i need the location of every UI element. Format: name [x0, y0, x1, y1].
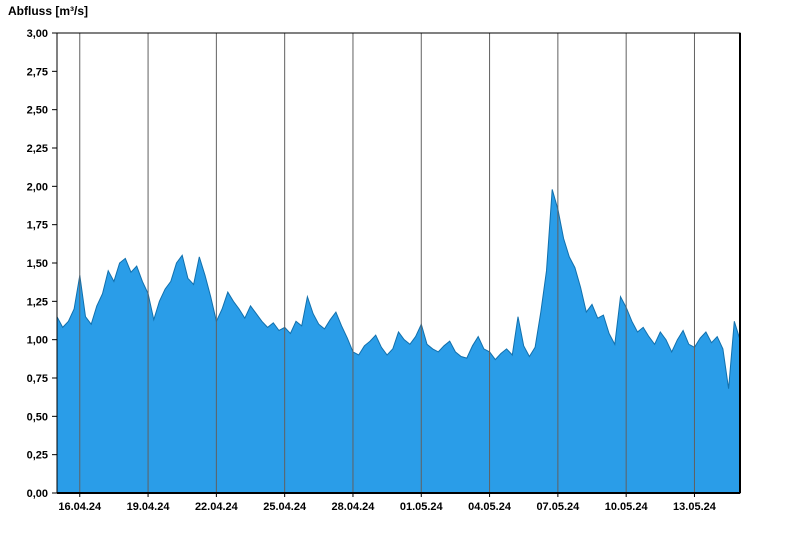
x-tick-label: 22.04.24 — [195, 501, 239, 513]
discharge-area — [57, 189, 740, 493]
x-tick-label: 04.05.24 — [468, 501, 512, 513]
y-tick-label: 1,25 — [27, 296, 48, 308]
x-tick-label: 16.04.24 — [58, 501, 102, 513]
y-tick-label: 0,00 — [27, 488, 48, 500]
y-tick-label: 2,00 — [27, 181, 48, 193]
y-tick-label: 0,25 — [27, 450, 48, 462]
x-tick-label: 10.05.24 — [605, 501, 649, 513]
x-tick-label: 13.05.24 — [673, 501, 717, 513]
y-tick-label: 1,75 — [27, 220, 48, 232]
y-tick-label: 2,25 — [27, 143, 48, 155]
y-tick-label: 2,50 — [27, 105, 48, 117]
y-tick-label: 0,50 — [27, 411, 48, 423]
x-tick-label: 19.04.24 — [127, 501, 171, 513]
x-tick-label: 28.04.24 — [332, 501, 376, 513]
y-tick-label: 3,00 — [27, 28, 48, 40]
y-tick-label: 0,75 — [27, 373, 48, 385]
y-tick-label: 1,00 — [27, 335, 48, 347]
y-tick-label: 1,50 — [27, 258, 48, 270]
y-tick-label: 2,75 — [27, 66, 48, 78]
x-tick-label: 25.04.24 — [263, 501, 307, 513]
x-tick-label: 01.05.24 — [400, 501, 444, 513]
x-tick-label: 07.05.24 — [536, 501, 580, 513]
chart-title: Abfluss [m³/s] — [8, 4, 89, 18]
